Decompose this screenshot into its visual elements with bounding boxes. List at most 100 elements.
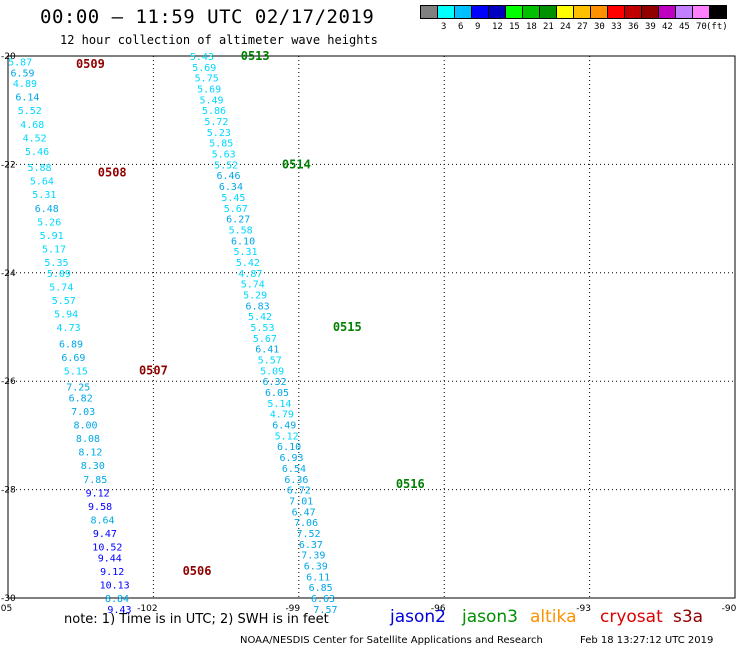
swh-value: 6.10 (277, 442, 301, 453)
legend-label: 12 (492, 22, 503, 32)
satellite-name: s3a (673, 607, 704, 627)
legend-label: 39 (645, 22, 656, 32)
swh-value: 9.44 (98, 553, 122, 564)
pass-number-label: 0516 (396, 477, 425, 491)
swh-value: 6.85 (309, 583, 333, 594)
legend-label: 21 (543, 22, 554, 32)
swh-value: 9.12 (100, 567, 124, 578)
map-grid (7, 55, 736, 599)
swh-value: 4.89 (13, 79, 37, 90)
swh-points: 5.876.594.89 6.14 5.52 4.68 4.52 5.46 5.88 5.64… (8, 52, 337, 616)
swh-value: 4.73 (57, 323, 81, 334)
swh-value: 5.09 (260, 366, 284, 377)
swh-value: 6.72 (287, 486, 311, 497)
pass-number-label: 0515 (333, 320, 362, 334)
swh-value: 5.52 (18, 106, 42, 117)
map-subtitle: 12 hour collection of altimeter wave hei… (60, 33, 378, 47)
swh-value: 5.87 (8, 57, 32, 68)
swh-value: 6.11 (306, 572, 330, 583)
pass-number-label: 0513 (241, 49, 270, 63)
swh-value: 7.06 (294, 518, 318, 529)
legend-label: 70 (696, 22, 707, 32)
lat-tick-label: -24 (1, 269, 16, 279)
legend-label: 3 (441, 22, 447, 32)
swh-value: 6.10 (231, 236, 255, 247)
swh-value: 6.54 (282, 464, 306, 475)
swh-value: 5.57 (52, 296, 76, 307)
swh-value: 6.47 (292, 507, 316, 518)
legend-label: 30 (594, 22, 605, 32)
swh-value: 5.67 (224, 204, 248, 215)
swh-value: 7.01 (289, 496, 313, 507)
swh-value: 6.89 (59, 339, 83, 350)
swh-value: 5.69 (192, 63, 216, 74)
swh-value: 5.09 (47, 269, 71, 280)
legend-label: 9 (475, 22, 481, 32)
swh-value: 7.39 (301, 551, 325, 562)
map-frame (7, 55, 736, 599)
legend-label: 33 (611, 22, 622, 32)
lon-tick-label: -90 (722, 604, 737, 614)
swh-value: 6.27 (226, 215, 250, 226)
map-tick-labels: -105 -102 -99 -96 -93 -90 -20 -22 -24 -26 -28 -30 (0, 52, 737, 614)
swh-value: 5.46 (25, 147, 49, 158)
swh-value: 5.43 (190, 52, 214, 63)
swh-value: 8.08 (76, 434, 100, 445)
swh-value: 9.58 (88, 502, 112, 513)
lon-tick-label: -93 (576, 604, 591, 614)
swh-value: 5.58 (229, 225, 253, 236)
swh-value: 4.52 (23, 133, 47, 144)
swh-value: 7.52 (296, 529, 320, 540)
swh-value: 4.68 (20, 120, 44, 131)
satellite-name: jason3 (462, 607, 518, 627)
swh-value: 5.12 (275, 431, 299, 442)
swh-value: 6.49 (272, 421, 296, 432)
swh-value: 10.13 (100, 580, 130, 591)
swh-value: 5.94 (54, 309, 78, 320)
lon-tick-label: -102 (137, 604, 157, 614)
swh-value: 5.35 (44, 258, 68, 269)
lat-tick-label: -26 (1, 377, 16, 387)
swh-value: 5.29 (243, 290, 267, 301)
swh-value: 9.43 (107, 605, 131, 616)
legend-label: 36 (628, 22, 639, 32)
swh-value: 6.82 (69, 393, 93, 404)
satellite-name: jason2 (390, 607, 446, 627)
swh-value: 5.42 (236, 258, 260, 269)
footer-timestamp: Feb 18 13:27:12 UTC 2019 (580, 635, 714, 646)
swh-value: 5.91 (40, 231, 64, 242)
swh-value: 5.69 (197, 85, 221, 96)
swh-value: 5.49 (200, 95, 224, 106)
lat-tick-label: -30 (1, 594, 16, 604)
pass-number-label: 0514 (282, 157, 311, 171)
swh-value: 5.67 (253, 334, 277, 345)
pass-labels: 0509 0508 0507 0506 0513 0514 0515 0516 (76, 49, 425, 578)
swh-value: 5.75 (195, 74, 219, 85)
swh-value: 5.86 (202, 106, 226, 117)
lat-tick-label: -20 (1, 52, 16, 62)
swh-value: 6.69 (61, 353, 85, 364)
swh-value: 6.05 (265, 388, 289, 399)
legend-label: 45 (679, 22, 690, 32)
lon-tick-label: -96 (431, 604, 446, 614)
swh-value: 5.23 (207, 128, 231, 139)
swh-value: 4.87 (238, 269, 262, 280)
swh-value: 5.53 (250, 323, 274, 334)
swh-value: 8.12 (78, 448, 102, 459)
swh-value: 4.79 (270, 410, 294, 421)
lat-tick-label: -28 (1, 486, 16, 496)
swh-value: 7.57 (313, 605, 337, 616)
swh-value: 6.63 (311, 594, 335, 605)
swh-value: 5.15 (64, 366, 88, 377)
pass-number-label: 0508 (98, 166, 127, 180)
pass-number-label: 0509 (76, 57, 105, 71)
swh-value: 9.12 (86, 488, 110, 499)
swh-value: 5.64 (30, 177, 54, 188)
swh-value: 7.03 (71, 407, 95, 418)
footer-credit: NOAA/NESDIS Center for Satellite Applica… (240, 635, 543, 646)
swh-value: 6.83 (246, 301, 270, 312)
swh-value: 5.88 (27, 163, 51, 174)
swh-value: 5.31 (233, 247, 257, 258)
swh-value: 5.74 (49, 282, 73, 293)
